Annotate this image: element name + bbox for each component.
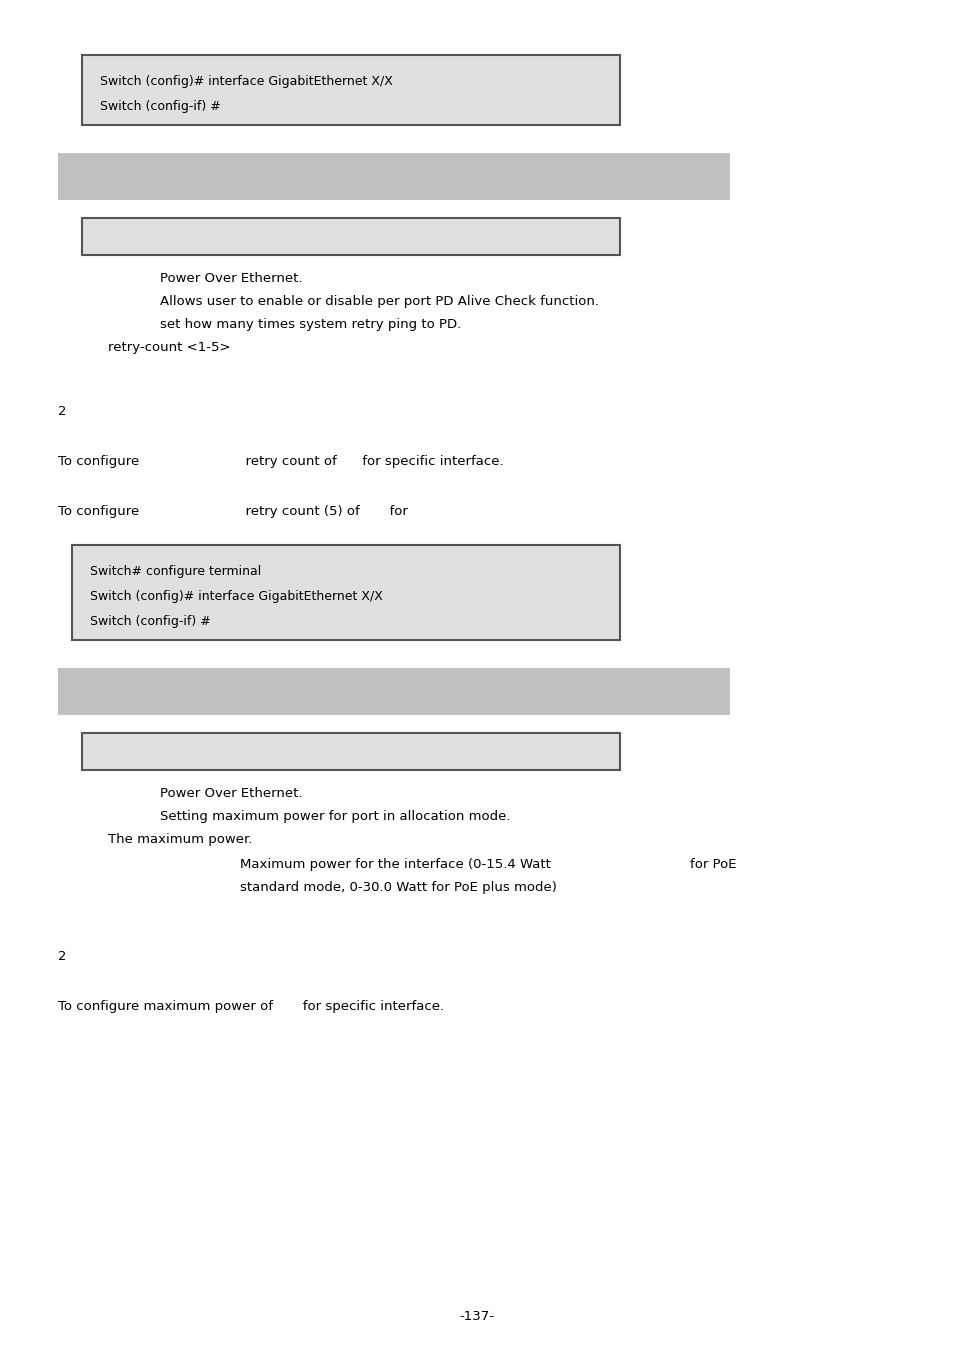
- Text: Setting maximum power for port in allocation mode.: Setting maximum power for port in alloca…: [160, 810, 510, 824]
- Text: Power Over Ethernet.: Power Over Ethernet.: [160, 787, 302, 801]
- FancyBboxPatch shape: [71, 545, 619, 640]
- Text: Switch (config-if) #: Switch (config-if) #: [100, 100, 220, 113]
- Text: The maximum power.: The maximum power.: [108, 833, 253, 846]
- Text: To configure                         retry count of      for specific interface.: To configure retry count of for specific…: [58, 455, 503, 468]
- Text: Allows user to enable or disable per port PD Alive Check function.: Allows user to enable or disable per por…: [160, 296, 598, 308]
- FancyBboxPatch shape: [82, 55, 619, 126]
- Text: Maximum power for the interface (0-15.4 Watt: Maximum power for the interface (0-15.4 …: [240, 859, 550, 871]
- Text: 2: 2: [58, 950, 67, 963]
- Text: Switch (config-if) #: Switch (config-if) #: [90, 616, 211, 628]
- FancyBboxPatch shape: [82, 217, 619, 255]
- Text: retry-count <1-5>: retry-count <1-5>: [108, 342, 231, 354]
- Text: set how many times system retry ping to PD.: set how many times system retry ping to …: [160, 319, 460, 331]
- Text: Power Over Ethernet.: Power Over Ethernet.: [160, 271, 302, 285]
- Text: Switch# configure terminal: Switch# configure terminal: [90, 566, 261, 578]
- FancyBboxPatch shape: [58, 153, 729, 200]
- Text: for PoE: for PoE: [689, 859, 736, 871]
- Text: standard mode, 0-30.0 Watt for PoE plus mode): standard mode, 0-30.0 Watt for PoE plus …: [240, 882, 557, 894]
- Text: Switch (config)# interface GigabitEthernet X/X: Switch (config)# interface GigabitEthern…: [100, 76, 393, 88]
- FancyBboxPatch shape: [58, 668, 729, 716]
- Text: To configure                         retry count (5) of       for: To configure retry count (5) of for: [58, 505, 408, 518]
- FancyBboxPatch shape: [82, 733, 619, 770]
- Text: -137-: -137-: [459, 1310, 494, 1323]
- Text: 2: 2: [58, 405, 67, 418]
- Text: To configure maximum power of       for specific interface.: To configure maximum power of for specif…: [58, 1000, 444, 1012]
- Text: Switch (config)# interface GigabitEthernet X/X: Switch (config)# interface GigabitEthern…: [90, 590, 382, 603]
